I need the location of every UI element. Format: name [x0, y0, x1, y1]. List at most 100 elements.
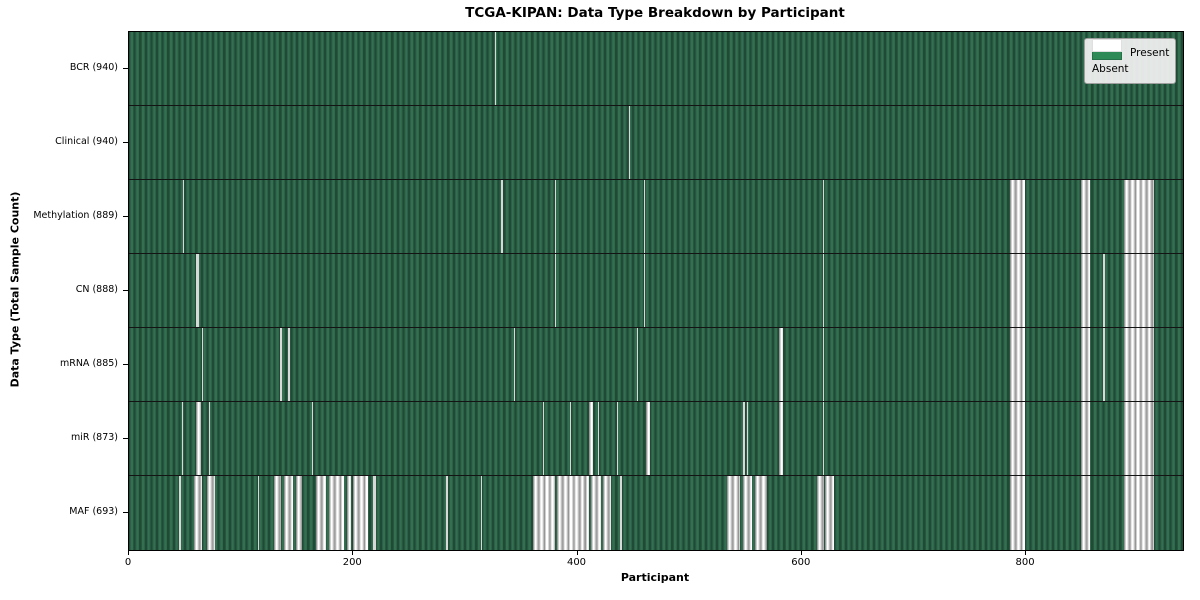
- absent-block: [1080, 476, 1090, 550]
- absent-block: [779, 402, 783, 475]
- absent-block: [817, 476, 825, 550]
- absent-block: [494, 32, 496, 105]
- absent-block: [513, 328, 515, 401]
- x-tick-mark: [576, 550, 578, 555]
- absent-block: [446, 476, 448, 550]
- absent-block: [1080, 328, 1090, 401]
- x-tick-mark: [800, 550, 802, 555]
- absent-block: [557, 476, 589, 550]
- absent-block: [1010, 328, 1025, 401]
- x-tick-label: 0: [124, 557, 132, 568]
- y-tick-label: miR (873): [70, 432, 118, 443]
- legend-item-absent: Absent: [1092, 39, 1167, 77]
- absent-block: [1103, 328, 1105, 401]
- presence-row-cn: [129, 254, 1183, 328]
- absent-block: [1010, 402, 1025, 475]
- absent-block: [182, 180, 185, 253]
- absent-block: [181, 402, 184, 475]
- absent-block: [1080, 254, 1090, 327]
- absent-block: [346, 476, 351, 550]
- absent-block: [532, 476, 556, 550]
- y-tick-mark: [123, 142, 128, 143]
- absent-block: [823, 328, 825, 401]
- absent-block: [643, 254, 646, 327]
- absent-block: [1123, 180, 1154, 253]
- absent-block: [823, 180, 825, 253]
- x-axis-label: Participant: [620, 571, 690, 584]
- absent-block: [597, 402, 600, 475]
- y-tick-label: Clinical (940): [55, 136, 118, 147]
- presence-row-bcr: [129, 32, 1183, 106]
- absent-block: [616, 402, 619, 475]
- absent-block: [823, 254, 825, 327]
- absent-block: [1080, 402, 1090, 475]
- absent-block: [501, 180, 503, 253]
- y-tick-label: CN (888): [75, 284, 118, 295]
- x-tick-label: 600: [791, 557, 811, 568]
- absent-block: [328, 476, 345, 550]
- absent-block: [636, 328, 639, 401]
- absent-block: [743, 476, 753, 550]
- x-tick-mark: [1025, 550, 1027, 555]
- plot-area: [128, 31, 1184, 551]
- y-tick-label: BCR (940): [69, 62, 118, 73]
- absent-block: [208, 402, 210, 475]
- absent-block: [603, 476, 612, 550]
- x-tick-label: 400: [566, 557, 587, 568]
- absent-block: [1010, 254, 1025, 327]
- presence-row-methylation: [129, 180, 1183, 254]
- absent-block: [1123, 476, 1154, 550]
- absent-block: [555, 254, 557, 327]
- x-tick-mark: [128, 550, 129, 555]
- absent-block: [645, 402, 651, 475]
- absent-block: [1103, 254, 1105, 327]
- absent-block: [283, 476, 293, 550]
- absent-block: [316, 476, 327, 550]
- absent-block: [288, 328, 290, 401]
- chart-title: TCGA-KIPAN: Data Type Breakdown by Parti…: [465, 5, 845, 21]
- y-tick-mark: [123, 364, 128, 365]
- absent-block: [373, 476, 376, 550]
- absent-block: [743, 402, 745, 475]
- absent-block: [726, 476, 741, 550]
- absent-block: [196, 402, 201, 475]
- absent-block: [1010, 476, 1025, 550]
- absent-block: [311, 402, 314, 475]
- absent-block: [1080, 180, 1090, 253]
- absent-block: [296, 476, 302, 550]
- absent-block: [754, 476, 767, 550]
- x-tick-label: 200: [342, 557, 362, 568]
- absent-block: [542, 402, 545, 475]
- legend-absent-label: Absent: [1092, 63, 1129, 75]
- presence-row-mir: [129, 402, 1183, 476]
- presence-row-maf: [129, 476, 1183, 550]
- absent-block: [1010, 180, 1025, 253]
- absent-block: [629, 106, 631, 179]
- presence-row-clinical: [129, 106, 1183, 180]
- legend: Present Absent: [1084, 38, 1176, 84]
- absent-swatch-icon: [1092, 39, 1122, 52]
- y-tick-mark: [123, 68, 128, 69]
- y-tick-label: mRNA (885): [59, 358, 118, 369]
- absent-block: [823, 402, 825, 475]
- y-tick-mark: [123, 216, 128, 217]
- absent-block: [207, 476, 216, 550]
- absent-block: [590, 476, 602, 550]
- absent-block: [1123, 402, 1154, 475]
- x-tick-label: 800: [1015, 557, 1035, 568]
- x-tick-mark: [352, 550, 354, 555]
- absent-block: [179, 476, 181, 550]
- absent-block: [1123, 328, 1154, 401]
- absent-block: [194, 476, 202, 550]
- absent-block: [779, 328, 783, 401]
- y-tick-mark: [123, 512, 128, 513]
- presence-row-mrna: [129, 328, 1183, 402]
- absent-block: [481, 476, 483, 550]
- absent-block: [588, 402, 594, 475]
- absent-block: [280, 328, 282, 401]
- absent-block: [825, 476, 835, 550]
- absent-block: [569, 402, 572, 475]
- absent-block: [1123, 254, 1154, 327]
- absent-block: [257, 476, 260, 550]
